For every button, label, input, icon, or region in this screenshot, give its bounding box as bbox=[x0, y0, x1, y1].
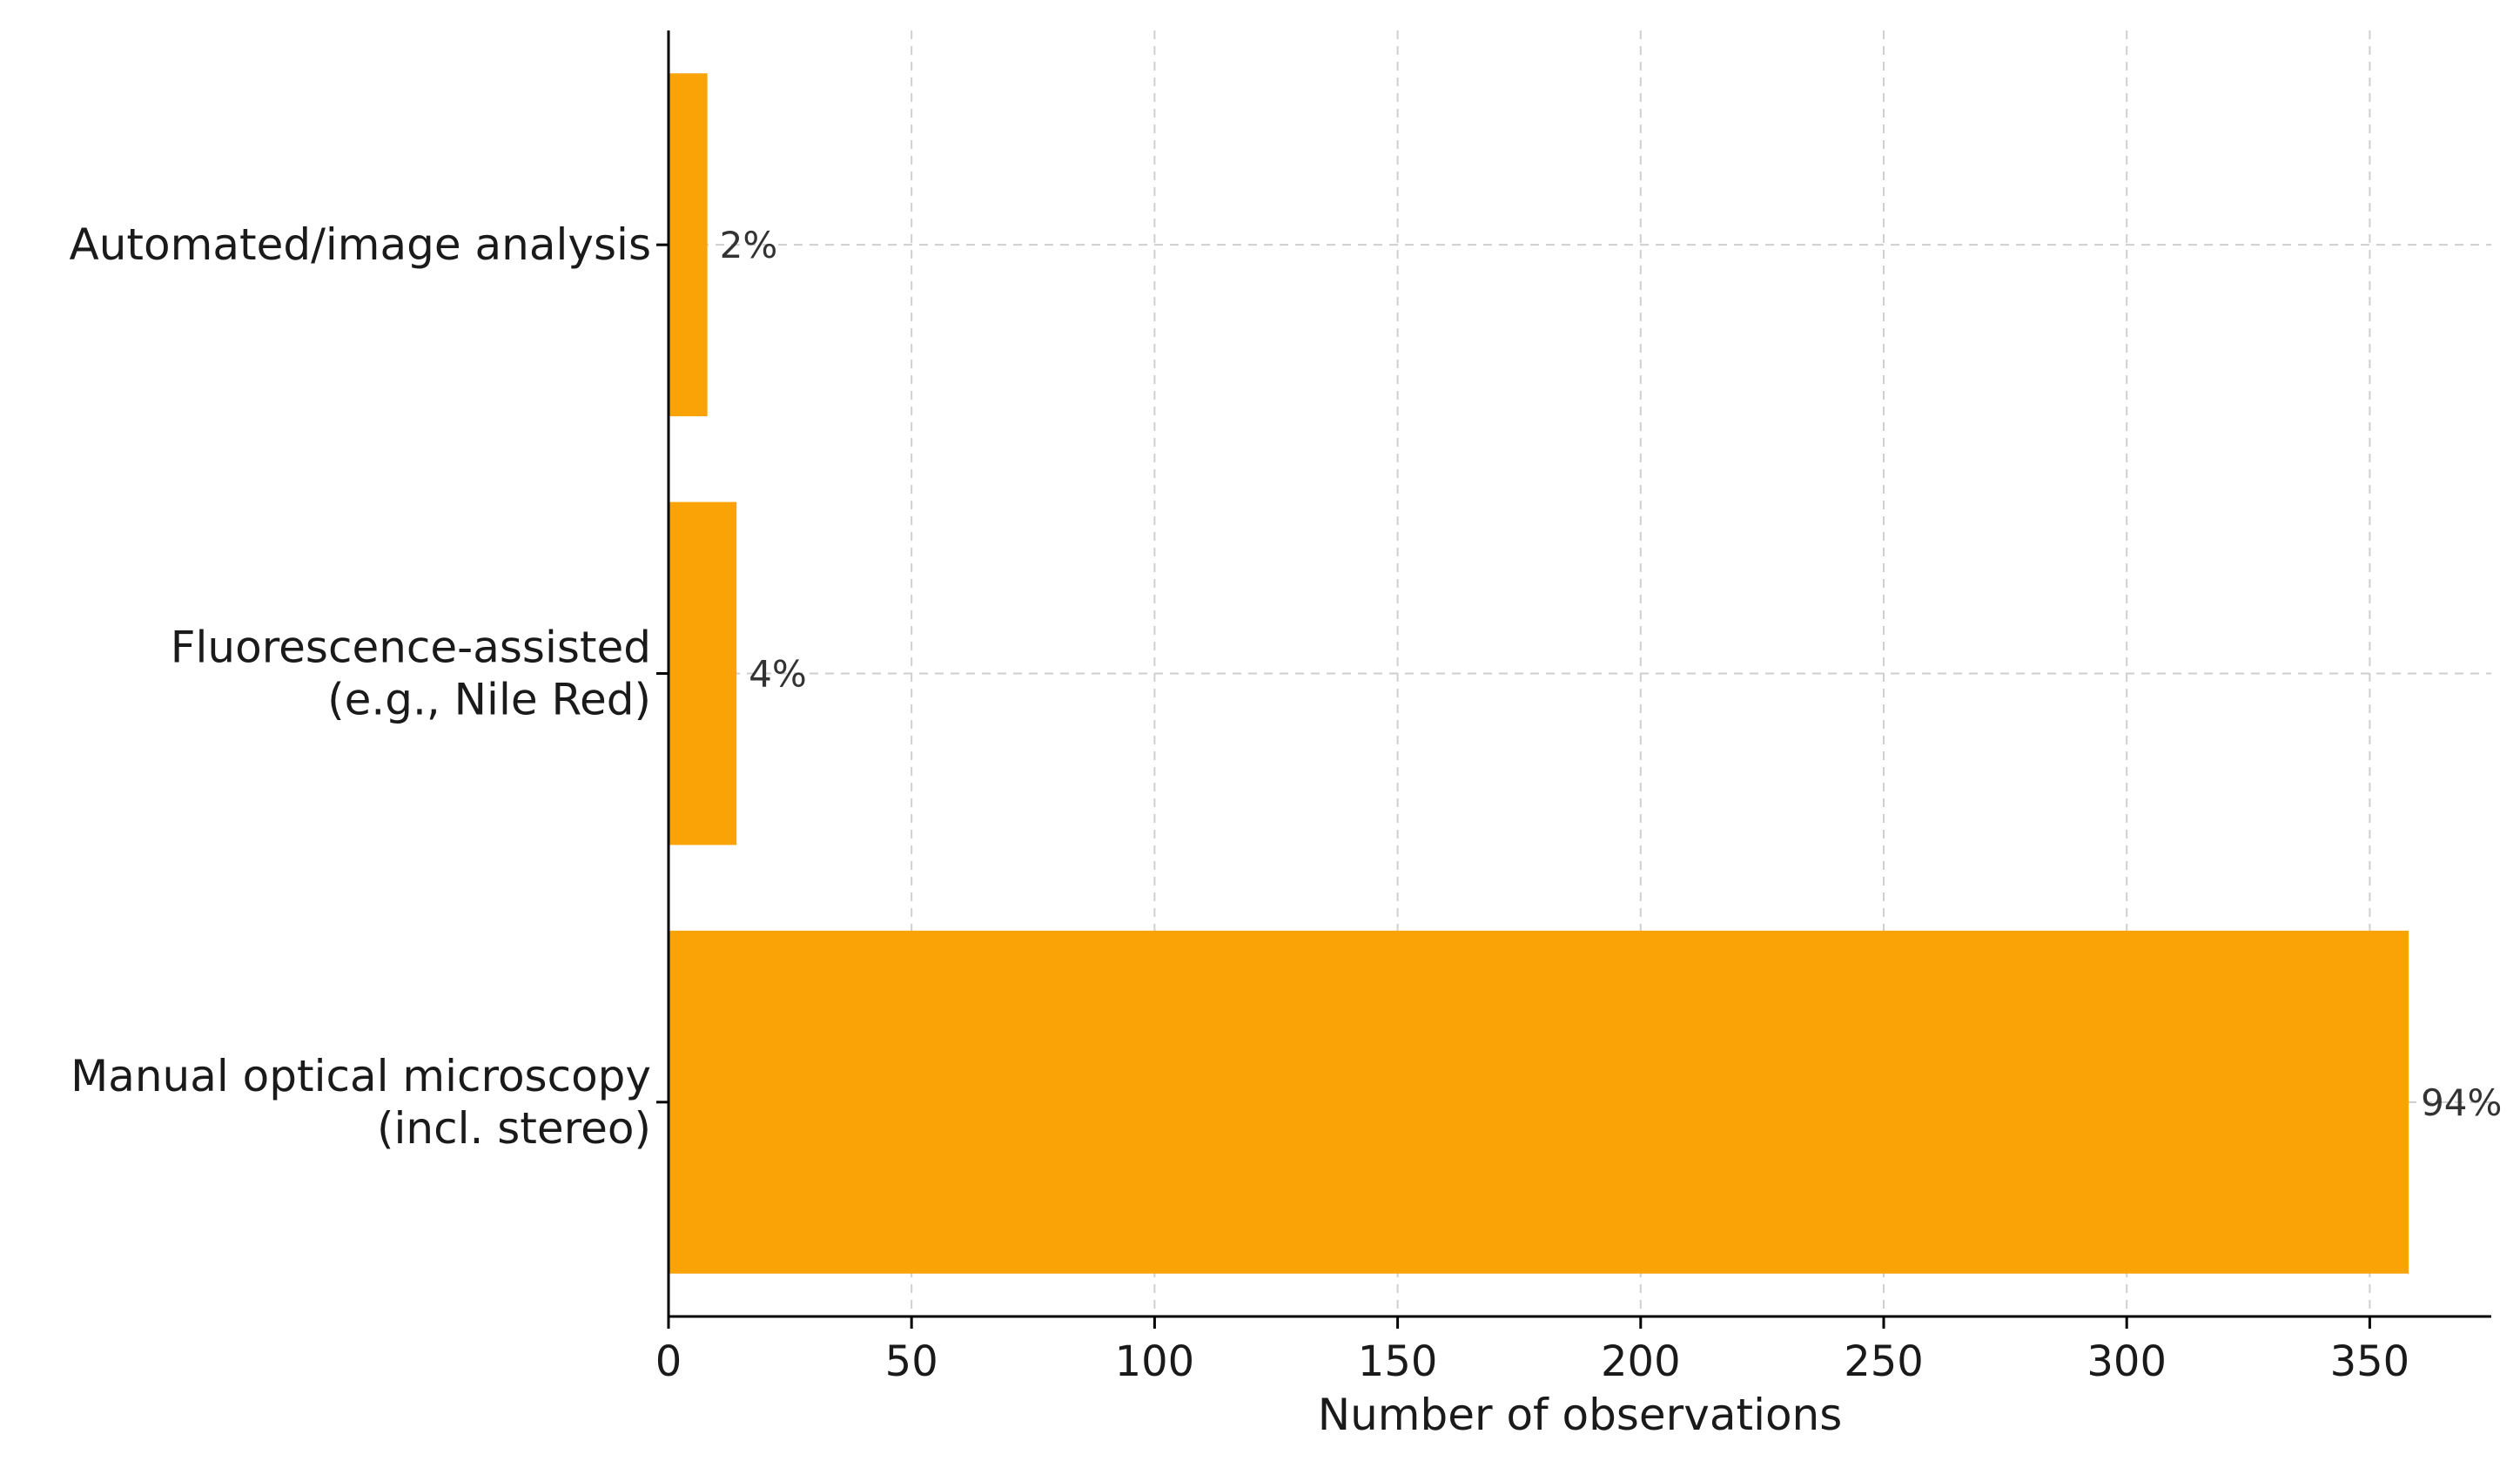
bar bbox=[669, 502, 737, 845]
x-tick-label: 50 bbox=[885, 1337, 938, 1386]
x-tick-label: 150 bbox=[1358, 1337, 1438, 1386]
x-tick-label: 250 bbox=[1844, 1337, 1924, 1386]
x-tick-label: 300 bbox=[2087, 1337, 2167, 1386]
data-label: 94% bbox=[2421, 1081, 2502, 1124]
bar-layer bbox=[669, 73, 2409, 1274]
data-label: 4% bbox=[749, 653, 807, 696]
y-tick-label: Fluorescence-assisted (e.g., Nile Red) bbox=[171, 623, 651, 725]
x-tick-label: 200 bbox=[1601, 1337, 1681, 1386]
bar bbox=[669, 73, 708, 417]
x-tick-label: 0 bbox=[655, 1337, 682, 1386]
x-tick-label: 350 bbox=[2330, 1337, 2410, 1386]
y-tick-label: Automated/image analysis bbox=[70, 219, 651, 270]
x-axis-title: Number of observations bbox=[1318, 1390, 1843, 1440]
bar bbox=[669, 930, 2409, 1274]
data-label: 2% bbox=[720, 224, 778, 266]
y-tick-label: Manual optical microscopy (incl. stereo) bbox=[71, 1051, 651, 1154]
x-tick-label: 100 bbox=[1115, 1337, 1195, 1386]
axis-layer: 0 50 100 150 200 250 300 350 bbox=[655, 30, 2491, 1386]
label-layer: Manual optical microscopy (incl. stereo) 9… bbox=[70, 219, 2503, 1154]
